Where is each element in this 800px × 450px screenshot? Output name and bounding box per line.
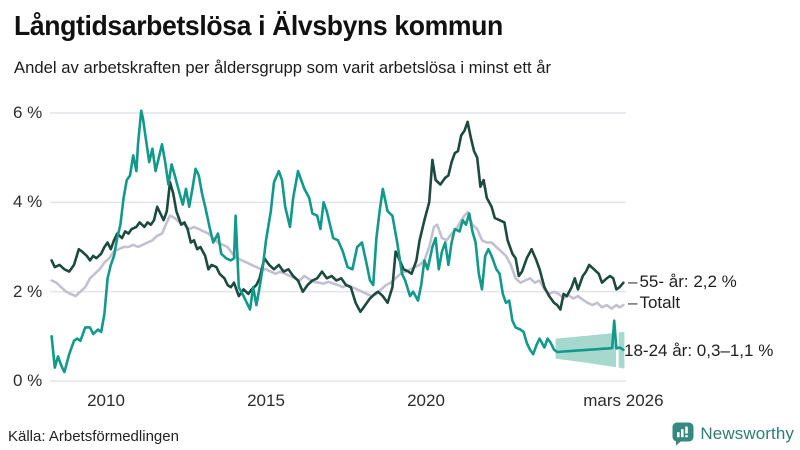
- label-text: 18-24 år: 0,3–1,1 %: [624, 340, 774, 360]
- series-end-label: –55- år: 2,2 %: [628, 272, 737, 292]
- label-tick-dash: –: [628, 271, 638, 291]
- newsworthy-wordmark: Newsworthy: [700, 424, 794, 443]
- newsworthy-brand: Newsworthy: [672, 422, 794, 446]
- label-tick-dash: –: [628, 293, 638, 313]
- series-line-Totalt: [50, 210, 625, 310]
- series-end-label: – Totalt: [628, 293, 680, 313]
- x-tick-label: 2020: [407, 391, 445, 410]
- source-note: Källa: Arbetsförmedlingen: [8, 428, 179, 445]
- series-end-label: 18-24 år: 0,3–1,1 %: [624, 341, 773, 361]
- y-tick-label: 2 %: [13, 281, 43, 301]
- band-gap: [616, 330, 619, 370]
- y-tick-label: 6 %: [13, 103, 43, 122]
- label-text: Totalt: [639, 293, 681, 313]
- x-tick-label: mars 2026: [583, 391, 664, 410]
- page-title: Långtidsarbetslösa i Älvsbyns kommun: [14, 10, 503, 41]
- label-text: 55- år: 2,2 %: [639, 271, 737, 291]
- newsworthy-logo-icon: [672, 422, 694, 446]
- series-line-55-r: [50, 120, 625, 314]
- y-tick-label: 0 %: [13, 371, 43, 390]
- x-tick-label: 2010: [87, 391, 125, 410]
- x-tick-label: 2015: [247, 391, 285, 410]
- page-subtitle: Andel av arbetskraften per åldersgrupp s…: [14, 58, 552, 77]
- series-line-18-24-r: [50, 109, 625, 374]
- y-tick-label: 4 %: [13, 192, 43, 212]
